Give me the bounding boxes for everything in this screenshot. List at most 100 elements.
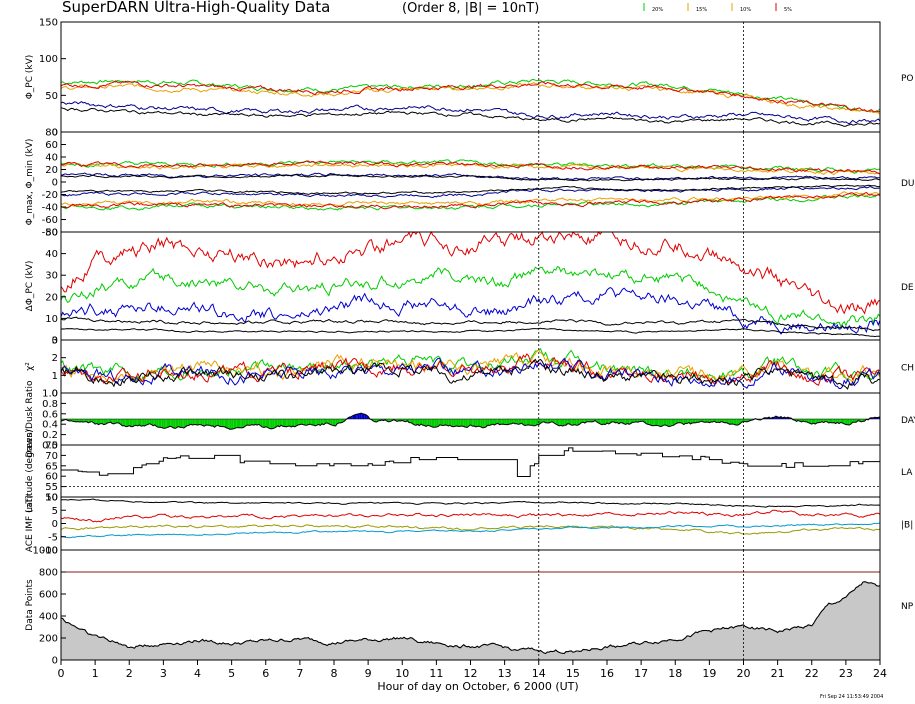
ratio-fill	[276, 419, 278, 428]
right-panel-label: DU	[901, 179, 915, 189]
y-tick-label: 40	[45, 249, 58, 260]
ratio-fill	[717, 419, 720, 423]
ratio-fill	[277, 419, 280, 427]
y-tick-label: 55	[45, 482, 58, 493]
ratio-fill	[322, 419, 324, 425]
ratio-fill	[462, 419, 464, 427]
ratio-fill	[832, 419, 834, 423]
ratio-fill	[124, 419, 126, 427]
ratio-fill	[224, 419, 227, 428]
y-tick-label: -80	[42, 228, 58, 239]
ratio-fill	[620, 419, 623, 423]
data-points-line	[60, 581, 881, 655]
ratio-fill	[125, 419, 128, 427]
ratio-fill	[171, 419, 174, 428]
ratio-fill	[555, 419, 558, 425]
ratio-fill	[158, 419, 160, 428]
ratio-fill	[557, 419, 560, 426]
ratio-fill	[233, 419, 235, 429]
ratio-fill	[480, 419, 483, 428]
ratio-fill	[112, 419, 114, 424]
ratio-fill	[282, 419, 285, 427]
ratio-fill	[218, 419, 220, 427]
right-panel-label: LA	[901, 468, 913, 478]
ratio-fill	[154, 419, 157, 427]
ratio-fill	[659, 419, 662, 427]
ratio-fill	[238, 419, 241, 428]
ratio-fill	[646, 419, 648, 425]
ratio-fill	[731, 419, 734, 425]
y-tick-label: 20	[45, 292, 58, 303]
x-tick-label: 12	[464, 667, 478, 680]
ratio-fill	[692, 419, 694, 423]
ratio-fill	[588, 419, 590, 422]
ratio-fill	[516, 419, 519, 425]
ratio-fill	[148, 419, 150, 425]
y-tick-label: 70	[45, 451, 58, 462]
ratio-fill	[502, 419, 505, 425]
ratio-fill	[571, 419, 573, 426]
ratio-fill	[190, 419, 193, 425]
ratio-fill	[665, 419, 667, 426]
ratio-fill	[716, 419, 718, 423]
panel-points: 0 200 400 600 800 1000 Data Points NP	[25, 546, 914, 667]
y-axis-label: Latitude (degrees)	[25, 429, 35, 512]
ratio-fill	[117, 419, 119, 424]
ratio-fill	[670, 419, 672, 427]
ratio-fill	[113, 419, 116, 424]
ratio-fill	[334, 419, 336, 426]
timestamp: Fri Sep 24 11:53:49 2004	[820, 694, 883, 700]
series-line-green	[60, 265, 881, 328]
ratio-fill	[439, 419, 442, 426]
y-tick-label: 50	[45, 228, 58, 239]
ratio-fill	[453, 419, 456, 427]
ratio-fill	[421, 419, 423, 426]
ratio-fill	[436, 419, 439, 427]
ratio-fill	[567, 419, 570, 424]
ratio-fill	[315, 419, 317, 426]
panel-dphipc: 0 10 20 30 40 50 ΔΦ_PC (kV) DE	[25, 228, 914, 347]
series-line-cyan	[60, 522, 881, 539]
panel-frame	[60, 131, 881, 233]
ratio-fill	[415, 419, 418, 426]
y-tick-label: 100	[39, 54, 58, 65]
y-tick-label: 30	[45, 271, 58, 282]
ratio-fill	[724, 419, 727, 423]
ratio-fill	[525, 419, 527, 426]
ratio-fill	[247, 419, 249, 426]
x-tick-label: 19	[702, 667, 716, 680]
data-points-area	[61, 581, 880, 660]
ratio-fill	[470, 419, 473, 427]
y-tick-label: 20	[45, 165, 58, 176]
panel-frame	[60, 496, 881, 551]
panel-ratio: 0.00.20.40.60.81.0 Dawn/Dusk Ratio DAY	[25, 380, 915, 458]
y-tick-label: -5	[48, 532, 58, 543]
ratio-fill	[209, 419, 212, 426]
ratio-fill	[572, 419, 575, 426]
ratio-fill	[492, 419, 495, 426]
x-tick-label: 16	[600, 667, 614, 680]
right-panel-label: |B|	[901, 521, 913, 531]
ratio-fill	[305, 419, 307, 426]
ratio-fill	[569, 419, 572, 425]
y-tick-label: 1	[52, 371, 58, 382]
y-tick-label: 50	[45, 91, 58, 102]
ratio-fill	[427, 419, 430, 426]
series-line-green	[60, 194, 881, 211]
ratio-fill	[183, 419, 186, 429]
ratio-fill	[219, 419, 222, 427]
ratio-fill	[444, 419, 447, 426]
ratio-fill	[680, 419, 683, 424]
ratio-fill	[253, 419, 256, 426]
ratio-fill	[706, 419, 708, 423]
x-tick-label: 1	[92, 667, 99, 680]
ratio-fill	[301, 419, 304, 425]
series-line-blue	[60, 287, 881, 335]
ratio-fill	[316, 419, 319, 426]
ratio-fill	[678, 419, 681, 423]
ratio-fill	[257, 419, 259, 426]
ratio-fill	[576, 419, 578, 426]
ratio-fill	[260, 419, 263, 428]
ratio-fill	[697, 419, 700, 423]
